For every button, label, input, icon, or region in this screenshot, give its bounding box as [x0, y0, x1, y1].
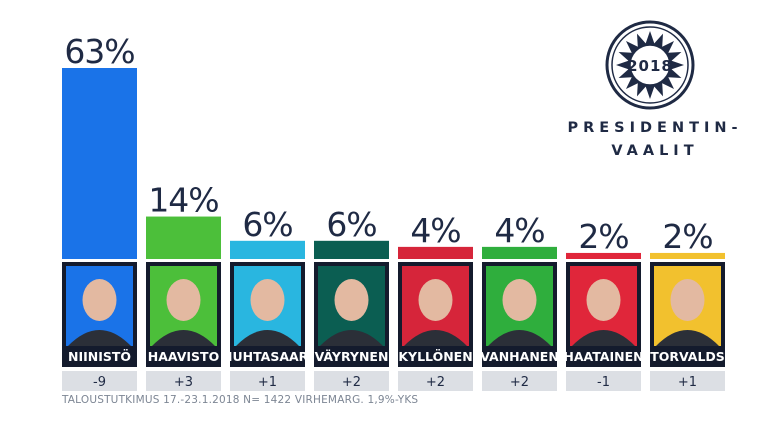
- value-label-0: 63%: [64, 32, 134, 71]
- change-box-0: [62, 371, 137, 391]
- logo-title-line2: VAALIT: [611, 143, 699, 159]
- change-label-1: +3: [174, 375, 193, 390]
- portrait-shoulders-2: [236, 330, 299, 346]
- portrait-face-3: [334, 279, 369, 321]
- change-label-0: -9: [93, 375, 106, 390]
- portrait-face-0: [82, 279, 117, 321]
- value-label-4: 4%: [410, 211, 460, 250]
- portrait-shoulders-5: [488, 330, 551, 346]
- bar-2: [230, 240, 305, 259]
- portrait-shoulders-4: [404, 330, 467, 346]
- survey-footnote: TALOUSTUTKIMUS 17.-23.1.2018 N= 1422 VIR…: [62, 394, 419, 406]
- change-box-3: [314, 371, 389, 391]
- portrait-face-2: [250, 279, 285, 321]
- change-label-3: +2: [342, 375, 361, 390]
- value-label-7: 2%: [662, 217, 712, 256]
- portrait-face-7: [670, 279, 705, 321]
- candidate-name-6: HAATAINEN: [563, 349, 643, 364]
- change-label-7: +1: [678, 375, 697, 390]
- bar-3: [314, 240, 389, 259]
- candidate-name-2: HUHTASAARI: [222, 349, 313, 364]
- logo-title-line1: PRESIDENTIN-: [567, 120, 743, 136]
- bar-5: [482, 246, 557, 259]
- rosette-emblem-icon: 2018: [605, 20, 695, 110]
- portrait-face-6: [586, 279, 621, 321]
- candidate-name-4: KYLLÖNEN: [398, 349, 472, 364]
- change-box-1: [146, 371, 221, 391]
- portrait-face-1: [166, 279, 201, 321]
- value-label-1: 14%: [148, 181, 218, 220]
- bar-0: [62, 68, 137, 259]
- value-label-6: 2%: [578, 217, 628, 256]
- portrait-shoulders-7: [656, 330, 719, 346]
- change-box-5: [482, 371, 557, 391]
- change-box-4: [398, 371, 473, 391]
- portrait-shoulders-0: [68, 330, 131, 346]
- candidate-name-5: VANHANEN: [480, 349, 559, 364]
- candidate-name-3: VÄYRYNEN: [315, 349, 389, 364]
- change-label-2: +1: [258, 375, 277, 390]
- change-label-6: -1: [597, 375, 610, 390]
- portrait-face-4: [418, 279, 453, 321]
- bar-1: [146, 216, 221, 259]
- portrait-shoulders-1: [152, 330, 215, 346]
- bar-4: [398, 246, 473, 259]
- portrait-shoulders-6: [572, 330, 635, 346]
- candidate-name-1: HAAVISTO: [148, 349, 219, 364]
- bar-7: [650, 252, 725, 259]
- candidate-name-0: NIINISTÖ: [68, 349, 131, 364]
- candidate-name-7: TORVALDS: [650, 349, 725, 364]
- change-label-5: +2: [510, 375, 529, 390]
- bar-6: [566, 252, 641, 259]
- change-label-4: +2: [426, 375, 445, 390]
- value-label-5: 4%: [494, 211, 544, 250]
- change-box-2: [230, 371, 305, 391]
- logo-year: 2018: [627, 57, 673, 75]
- portrait-shoulders-3: [320, 330, 383, 346]
- portrait-face-5: [502, 279, 537, 321]
- change-box-7: [650, 371, 725, 391]
- election-logo: 2018 PRESIDENTIN- VAALIT: [545, 20, 765, 170]
- change-box-6: [566, 371, 641, 391]
- value-label-3: 6%: [326, 205, 376, 244]
- value-label-2: 6%: [242, 205, 292, 244]
